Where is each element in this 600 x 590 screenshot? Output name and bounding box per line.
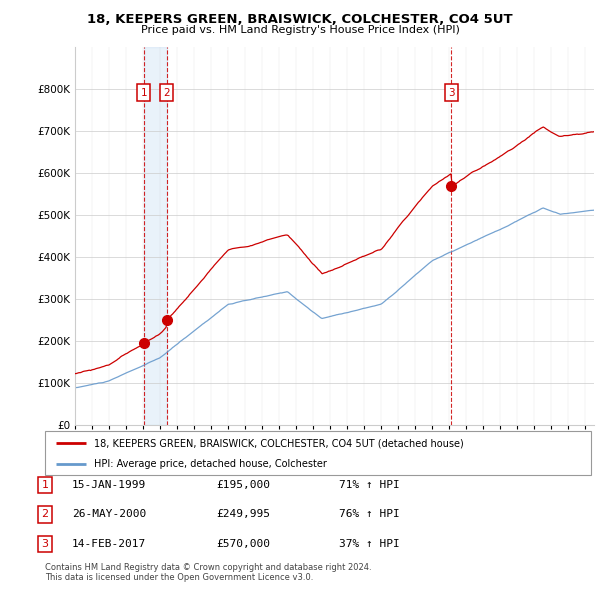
Text: 14-FEB-2017: 14-FEB-2017 bbox=[72, 539, 146, 549]
FancyBboxPatch shape bbox=[45, 431, 591, 475]
Text: Price paid vs. HM Land Registry's House Price Index (HPI): Price paid vs. HM Land Registry's House … bbox=[140, 25, 460, 35]
Text: 1: 1 bbox=[140, 87, 147, 97]
Text: 18, KEEPERS GREEN, BRAISWICK, COLCHESTER, CO4 5UT: 18, KEEPERS GREEN, BRAISWICK, COLCHESTER… bbox=[87, 13, 513, 26]
Text: 76% ↑ HPI: 76% ↑ HPI bbox=[339, 510, 400, 519]
Text: 1: 1 bbox=[41, 480, 49, 490]
Text: 26-MAY-2000: 26-MAY-2000 bbox=[72, 510, 146, 519]
Text: Contains HM Land Registry data © Crown copyright and database right 2024.
This d: Contains HM Land Registry data © Crown c… bbox=[45, 563, 371, 582]
Text: 3: 3 bbox=[448, 87, 455, 97]
Bar bbox=[144, 47, 167, 425]
Text: 37% ↑ HPI: 37% ↑ HPI bbox=[339, 539, 400, 549]
Text: 18, KEEPERS GREEN, BRAISWICK, COLCHESTER, CO4 5UT (detached house): 18, KEEPERS GREEN, BRAISWICK, COLCHESTER… bbox=[94, 438, 464, 448]
Text: £570,000: £570,000 bbox=[216, 539, 270, 549]
Text: £195,000: £195,000 bbox=[216, 480, 270, 490]
Text: 2: 2 bbox=[41, 510, 49, 519]
Text: 3: 3 bbox=[41, 539, 49, 549]
Text: £249,995: £249,995 bbox=[216, 510, 270, 519]
Text: 2: 2 bbox=[164, 87, 170, 97]
Text: 15-JAN-1999: 15-JAN-1999 bbox=[72, 480, 146, 490]
Text: HPI: Average price, detached house, Colchester: HPI: Average price, detached house, Colc… bbox=[94, 459, 327, 469]
Bar bbox=[167, 47, 451, 425]
Text: 71% ↑ HPI: 71% ↑ HPI bbox=[339, 480, 400, 490]
